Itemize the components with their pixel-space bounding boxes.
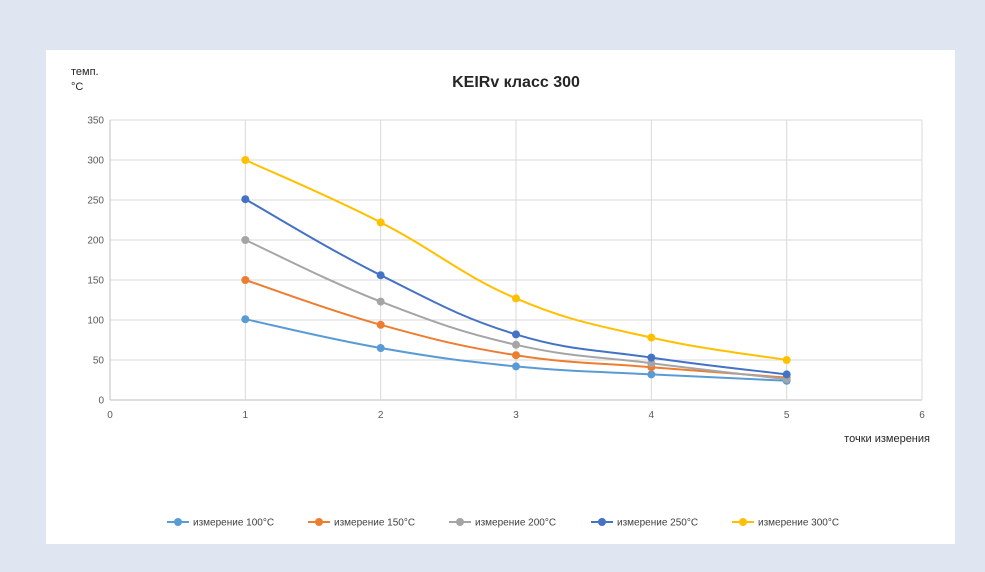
- data-point: [512, 362, 520, 371]
- chart-area: 0 1 2 3 4 5 6 0 50 100 150 200 250 300 350 измерение …: [46, 50, 955, 544]
- data-point: [512, 330, 520, 339]
- x-tick-label: 1: [243, 410, 249, 421]
- y-tick-label: 200: [87, 236, 104, 247]
- chart-title: KEIRv класс 300: [452, 74, 580, 91]
- x-tick-label: 6: [919, 410, 925, 421]
- y-tick-label: 100: [87, 316, 104, 327]
- data-point: [647, 370, 656, 379]
- y-tick-label: 50: [93, 356, 105, 367]
- data-point: [376, 320, 385, 329]
- legend-label: измерение 150°C: [334, 518, 415, 529]
- x-axis-label: точки измерения: [844, 433, 930, 445]
- data-point: [241, 195, 250, 204]
- data-point: [647, 353, 656, 362]
- y-axis-label-line2: °C: [71, 81, 83, 93]
- legend-marker: [598, 518, 606, 526]
- x-tick-label: 2: [378, 410, 384, 421]
- data-point: [512, 294, 520, 303]
- y-tick-labels: 0 50 100 150 200 250 300 350: [87, 116, 104, 407]
- data-point: [376, 218, 385, 227]
- legend-marker: [315, 518, 323, 526]
- line-chart: 0 1 2 3 4 5 6 0 50 100 150 200 250 300 350 измерение …: [71, 66, 930, 529]
- data-point: [241, 315, 250, 324]
- data-point: [782, 356, 791, 364]
- y-axis-label-line1: темп.: [71, 66, 99, 78]
- data-point: [512, 340, 520, 349]
- data-point: [647, 359, 656, 368]
- legend-label: измерение 250°C: [617, 518, 698, 529]
- x-tick-labels: 0 1 2 3 4 5 6: [107, 410, 925, 421]
- data-point: [512, 351, 520, 360]
- legend-marker: [174, 518, 182, 526]
- legend-label: измерение 100°C: [193, 518, 274, 529]
- x-tick-label: 3: [513, 410, 519, 421]
- data-point: [376, 344, 385, 352]
- data-point: [647, 333, 656, 342]
- legend-marker: [739, 518, 747, 526]
- x-tick-label: 5: [784, 410, 790, 421]
- series-lines: [241, 156, 791, 385]
- data-point: [241, 156, 250, 164]
- data-point: [782, 370, 791, 379]
- data-point: [376, 271, 385, 280]
- y-tick-label: 150: [87, 276, 104, 287]
- y-tick-label: 350: [87, 116, 104, 127]
- legend-label: измерение 300°C: [758, 518, 839, 529]
- data-point: [241, 236, 250, 244]
- y-tick-label: 0: [98, 396, 104, 407]
- x-tick-label: 4: [649, 410, 655, 421]
- data-point: [241, 276, 250, 284]
- data-point: [376, 297, 385, 306]
- legend-label: измерение 200°C: [475, 518, 556, 529]
- legend-marker: [456, 518, 464, 526]
- legend: измерение 100°C измерение 150°C измерение …: [167, 518, 839, 529]
- y-tick-label: 300: [87, 156, 104, 167]
- y-tick-label: 250: [87, 196, 104, 207]
- x-tick-label: 0: [107, 410, 113, 421]
